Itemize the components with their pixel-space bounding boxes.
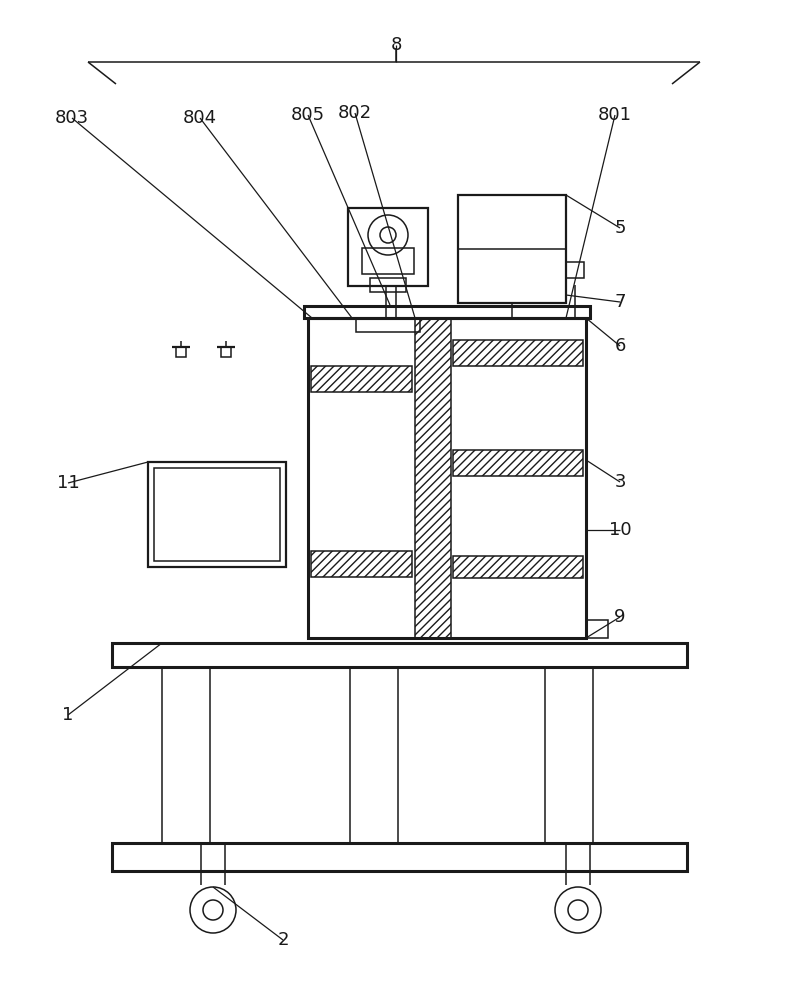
Bar (304, 306, 590, 318)
Bar (370, 278, 406, 292)
Bar (350, 667, 398, 843)
Text: 10: 10 (609, 521, 631, 539)
Bar (458, 195, 566, 249)
Bar (458, 195, 566, 303)
Text: 801: 801 (598, 106, 632, 124)
Bar (453, 450, 583, 476)
Bar (311, 366, 412, 392)
Bar (311, 551, 412, 577)
Bar (453, 556, 583, 578)
Text: 2: 2 (278, 931, 289, 949)
Bar (356, 318, 420, 332)
Bar (221, 347, 231, 357)
Text: 5: 5 (615, 219, 626, 237)
Bar (148, 462, 286, 567)
Text: 6: 6 (615, 337, 626, 355)
Text: 8: 8 (390, 36, 402, 54)
Text: 7: 7 (615, 293, 626, 311)
Text: 802: 802 (338, 104, 372, 122)
Bar (176, 347, 186, 357)
Bar (154, 468, 280, 561)
Text: 9: 9 (615, 608, 626, 626)
Bar (415, 318, 451, 638)
Bar (586, 620, 608, 638)
Text: 803: 803 (55, 109, 89, 127)
Text: 804: 804 (183, 109, 217, 127)
Bar (308, 318, 586, 638)
Bar (112, 643, 687, 667)
Text: 805: 805 (291, 106, 325, 124)
Bar (112, 843, 687, 871)
Bar (162, 667, 210, 843)
Bar (386, 286, 396, 318)
Bar (362, 248, 414, 274)
Text: 11: 11 (56, 474, 79, 492)
Text: 1: 1 (63, 706, 74, 724)
Bar (545, 667, 593, 843)
Bar (566, 262, 584, 278)
Bar (453, 340, 583, 366)
Text: 3: 3 (615, 473, 626, 491)
Bar (348, 208, 428, 286)
